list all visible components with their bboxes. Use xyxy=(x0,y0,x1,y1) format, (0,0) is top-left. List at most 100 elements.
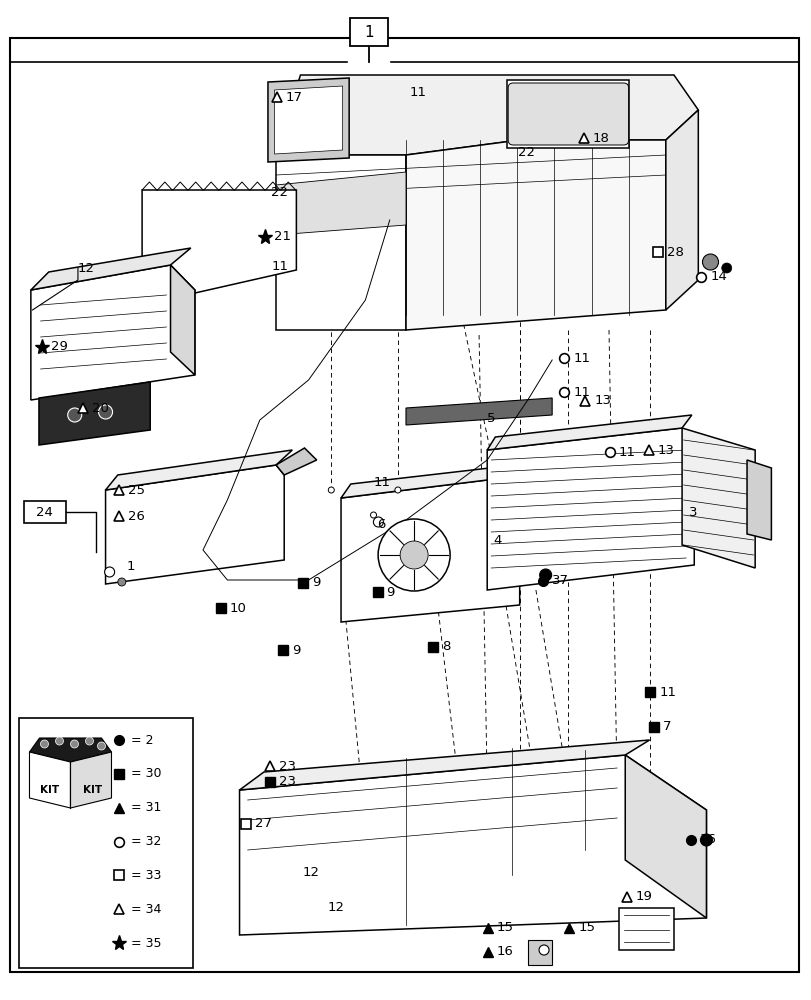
Polygon shape xyxy=(105,465,284,584)
Polygon shape xyxy=(487,415,691,450)
Circle shape xyxy=(700,834,711,846)
Polygon shape xyxy=(39,382,150,445)
Text: 25: 25 xyxy=(128,484,145,496)
Polygon shape xyxy=(170,265,195,375)
Circle shape xyxy=(71,740,79,748)
Polygon shape xyxy=(239,755,706,935)
Text: 21: 21 xyxy=(274,231,291,243)
Circle shape xyxy=(702,254,718,270)
Text: 16: 16 xyxy=(496,945,513,958)
Text: 11: 11 xyxy=(659,686,676,698)
Text: 11: 11 xyxy=(573,352,590,364)
Polygon shape xyxy=(29,752,71,808)
Text: 18: 18 xyxy=(592,132,609,145)
Text: 1: 1 xyxy=(364,25,374,40)
Circle shape xyxy=(105,567,114,577)
Polygon shape xyxy=(274,86,342,154)
Polygon shape xyxy=(487,428,693,590)
Text: 14: 14 xyxy=(710,270,727,284)
FancyBboxPatch shape xyxy=(508,83,628,145)
Polygon shape xyxy=(406,140,665,330)
Polygon shape xyxy=(268,78,349,162)
Text: = 32: = 32 xyxy=(131,835,161,848)
Text: 22: 22 xyxy=(271,186,288,200)
Text: 17: 17 xyxy=(285,91,303,104)
Text: 5: 5 xyxy=(487,412,495,424)
Text: 13: 13 xyxy=(657,444,674,456)
Text: 24: 24 xyxy=(36,506,53,518)
Text: 22: 22 xyxy=(517,146,534,159)
Text: 12: 12 xyxy=(328,901,345,914)
Text: = 34: = 34 xyxy=(131,903,161,916)
Polygon shape xyxy=(681,428,754,568)
Text: 4: 4 xyxy=(493,534,501,546)
Text: 1: 1 xyxy=(127,560,135,572)
Circle shape xyxy=(400,541,427,569)
Circle shape xyxy=(394,487,401,493)
Circle shape xyxy=(118,578,126,586)
Text: 3: 3 xyxy=(688,506,696,518)
Polygon shape xyxy=(406,398,551,425)
Text: 13: 13 xyxy=(594,394,611,408)
Text: 28: 28 xyxy=(667,245,684,258)
Circle shape xyxy=(67,408,82,422)
Text: 26: 26 xyxy=(128,510,145,522)
Polygon shape xyxy=(276,172,406,235)
Circle shape xyxy=(55,737,63,745)
Text: = 31: = 31 xyxy=(131,801,161,814)
Text: 11: 11 xyxy=(373,477,390,489)
Text: 9: 9 xyxy=(386,585,394,598)
Polygon shape xyxy=(31,265,195,400)
Circle shape xyxy=(721,263,731,273)
Polygon shape xyxy=(276,155,406,330)
Circle shape xyxy=(373,517,383,527)
Circle shape xyxy=(41,740,49,748)
Circle shape xyxy=(328,487,334,493)
Text: 23: 23 xyxy=(279,760,296,772)
Polygon shape xyxy=(665,110,697,310)
Text: 11: 11 xyxy=(409,86,426,99)
Text: 23: 23 xyxy=(279,775,296,788)
Text: 11: 11 xyxy=(271,259,288,272)
Circle shape xyxy=(98,405,113,419)
Text: KIT: KIT xyxy=(83,785,102,795)
Polygon shape xyxy=(618,908,673,950)
Circle shape xyxy=(370,512,376,518)
Text: = 30: = 30 xyxy=(131,767,161,780)
Polygon shape xyxy=(341,465,515,498)
Polygon shape xyxy=(105,450,292,490)
Polygon shape xyxy=(624,755,706,918)
Polygon shape xyxy=(31,248,191,290)
Polygon shape xyxy=(507,80,629,148)
Text: 11: 11 xyxy=(573,385,590,398)
Text: 12: 12 xyxy=(303,866,320,879)
Text: 7: 7 xyxy=(662,720,670,734)
Text: 37: 37 xyxy=(551,574,569,587)
Bar xyxy=(19,718,193,968)
Text: 9: 9 xyxy=(311,576,320,589)
Text: = 33: = 33 xyxy=(131,869,161,882)
Text: 36: 36 xyxy=(699,833,716,846)
Text: 15: 15 xyxy=(577,921,594,934)
Text: 8: 8 xyxy=(441,641,449,654)
Circle shape xyxy=(97,742,105,750)
Text: 15: 15 xyxy=(496,921,513,934)
Text: 11: 11 xyxy=(618,446,635,458)
Text: = 2: = 2 xyxy=(131,734,154,746)
Polygon shape xyxy=(142,190,296,305)
Text: KIT: KIT xyxy=(40,785,59,795)
Polygon shape xyxy=(276,448,316,475)
Text: 19: 19 xyxy=(635,890,652,903)
Polygon shape xyxy=(527,940,551,965)
Circle shape xyxy=(539,945,548,955)
Text: 6: 6 xyxy=(376,518,384,530)
Text: 12: 12 xyxy=(78,261,95,274)
Polygon shape xyxy=(29,738,111,762)
Text: 20: 20 xyxy=(92,401,109,414)
Text: 27: 27 xyxy=(255,817,272,830)
Text: = 35: = 35 xyxy=(131,937,161,950)
Circle shape xyxy=(378,519,449,591)
Circle shape xyxy=(85,737,93,745)
Bar xyxy=(350,18,388,46)
Polygon shape xyxy=(71,752,111,808)
